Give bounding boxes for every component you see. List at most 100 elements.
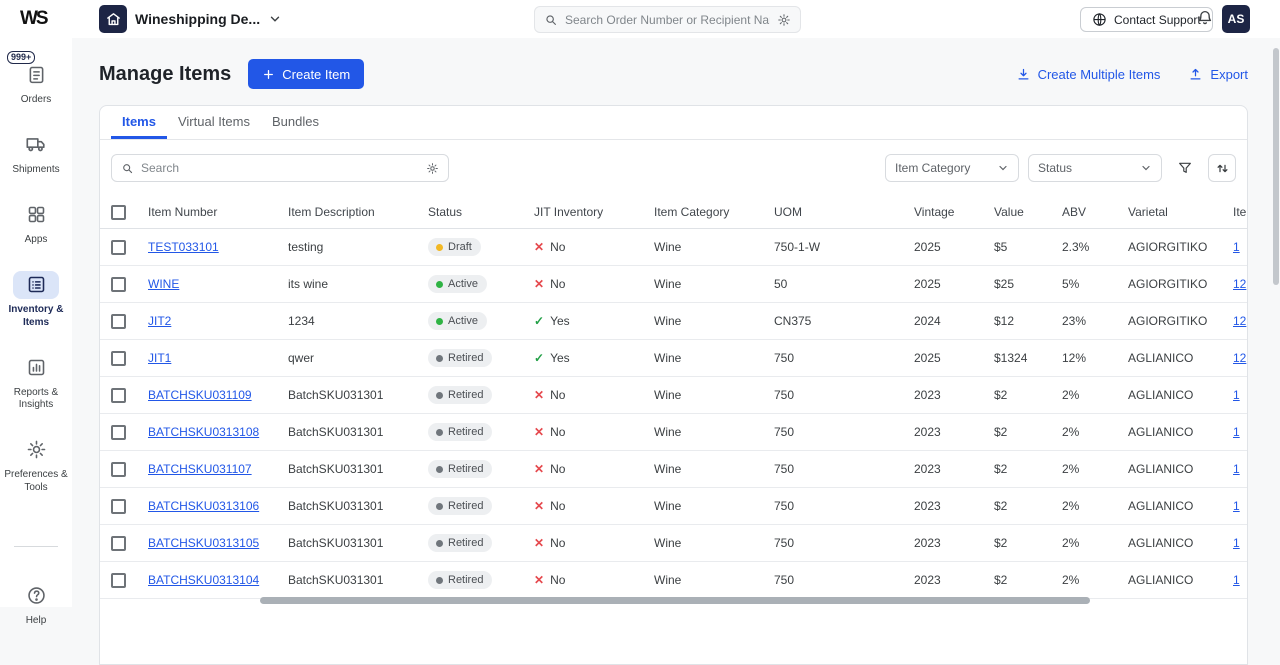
- item-number-link[interactable]: BATCHSKU0313106: [148, 499, 259, 513]
- item-count-link[interactable]: 1: [1233, 462, 1240, 476]
- sidebar-item-shipments[interactable]: Shipments: [0, 124, 72, 185]
- export-link[interactable]: Export: [1188, 67, 1248, 82]
- item-number-link[interactable]: BATCHSKU0313108: [148, 425, 259, 439]
- item-count-link[interactable]: 12: [1233, 277, 1246, 291]
- item-description-cell: testing: [277, 229, 417, 266]
- varietal-cell: AGLIANICO: [1117, 377, 1222, 414]
- item-count-link[interactable]: 12: [1233, 351, 1246, 365]
- select-all-checkbox[interactable]: [111, 205, 126, 220]
- vintage-cell: 2023: [903, 488, 983, 525]
- storefront-icon: [99, 5, 127, 33]
- status-badge: Retired: [428, 571, 492, 589]
- create-multiple-items-link[interactable]: Create Multiple Items: [1016, 67, 1161, 82]
- filter-button[interactable]: [1171, 154, 1199, 182]
- table-search: [111, 154, 449, 182]
- item-count-link[interactable]: 1: [1233, 240, 1240, 254]
- col-vintage: Vintage: [903, 196, 983, 229]
- uom-cell: CN375: [763, 303, 903, 340]
- item-count-link[interactable]: 1: [1233, 499, 1240, 513]
- table-header-row: Item Number Item Description Status JIT …: [100, 196, 1247, 229]
- item-count-link[interactable]: 12: [1233, 314, 1246, 328]
- vintage-cell: 2023: [903, 414, 983, 451]
- item-category-select[interactable]: Item Category: [885, 154, 1019, 182]
- table-row: BATCHSKU031107 BatchSKU031301 Retired ✕N…: [100, 451, 1247, 488]
- vertical-scrollbar[interactable]: [1273, 48, 1279, 285]
- truck-icon: [13, 130, 59, 158]
- item-number-link[interactable]: BATCHSKU031107: [148, 462, 252, 476]
- notifications-bell-icon[interactable]: [1196, 9, 1214, 27]
- account-switcher[interactable]: Wineshipping De...: [99, 5, 282, 33]
- contact-support-button[interactable]: Contact Support: [1080, 7, 1213, 32]
- sidebar-item-orders[interactable]: 999+ Orders: [0, 54, 72, 114]
- status-badge: Retired: [428, 423, 492, 441]
- value-cell: $2: [983, 525, 1051, 562]
- table-search-input[interactable]: [141, 161, 419, 175]
- status-select[interactable]: Status: [1028, 154, 1162, 182]
- items-card: Items Virtual Items Bundles Item Categor…: [99, 105, 1248, 665]
- search-settings-icon[interactable]: [426, 162, 439, 175]
- row-checkbox[interactable]: [111, 388, 126, 403]
- search-settings-icon[interactable]: [777, 13, 791, 27]
- status-badge: Active: [428, 275, 487, 293]
- row-checkbox[interactable]: [111, 573, 126, 588]
- status-badge: Active: [428, 312, 487, 330]
- item-count-link[interactable]: 1: [1233, 425, 1240, 439]
- row-checkbox[interactable]: [111, 536, 126, 551]
- row-checkbox[interactable]: [111, 277, 126, 292]
- topbar: WS Wineshipping De... Contact Support AS: [0, 0, 1280, 38]
- row-checkbox[interactable]: [111, 499, 126, 514]
- uom-cell: 750: [763, 525, 903, 562]
- tab-virtual-items[interactable]: Virtual Items: [167, 106, 261, 139]
- page-title: Manage Items: [99, 63, 231, 86]
- row-checkbox[interactable]: [111, 462, 126, 477]
- filter-icon: [1177, 160, 1193, 176]
- status-badge: Draft: [428, 238, 481, 256]
- jit-cell: ✓Yes: [523, 303, 643, 340]
- sidebar-item-reports-insights[interactable]: Reports & Insights: [0, 347, 72, 420]
- sidebar-item-preferences-tools[interactable]: Preferences & Tools: [0, 430, 72, 503]
- table-row: JIT2 1234 Active ✓Yes Wine CN375 2024 $1…: [100, 303, 1247, 340]
- jit-cell: ✕No: [523, 229, 643, 266]
- jit-icon: ✕: [534, 425, 544, 439]
- table-row: BATCHSKU0313106 BatchSKU031301 Retired ✕…: [100, 488, 1247, 525]
- jit-icon: ✕: [534, 573, 544, 587]
- item-number-link[interactable]: BATCHSKU0313104: [148, 573, 259, 587]
- value-cell: $2: [983, 451, 1051, 488]
- horizontal-scrollbar[interactable]: [260, 597, 1090, 604]
- item-count-link[interactable]: 1: [1233, 388, 1240, 402]
- row-checkbox[interactable]: [111, 314, 126, 329]
- jit-cell: ✕No: [523, 488, 643, 525]
- item-number-link[interactable]: JIT2: [148, 314, 171, 328]
- tab-bundles[interactable]: Bundles: [261, 106, 330, 139]
- col-varietal: Varietal: [1117, 196, 1222, 229]
- row-checkbox[interactable]: [111, 425, 126, 440]
- sidebar-item-apps[interactable]: Apps: [0, 195, 72, 255]
- sort-button[interactable]: [1208, 154, 1236, 182]
- item-count-link[interactable]: 1: [1233, 536, 1240, 550]
- global-search-input[interactable]: [565, 13, 770, 27]
- create-item-button[interactable]: Create Item: [248, 59, 364, 89]
- item-number-link[interactable]: JIT1: [148, 351, 171, 365]
- abv-cell: 5%: [1051, 266, 1117, 303]
- item-number-link[interactable]: TEST033101: [148, 240, 219, 254]
- jit-cell: ✕No: [523, 562, 643, 599]
- row-checkbox[interactable]: [111, 351, 126, 366]
- orders-count-badge: 999+: [7, 51, 35, 64]
- inventory-icon: [13, 271, 59, 299]
- items-table: Item Number Item Description Status JIT …: [100, 196, 1247, 599]
- item-category-cell: Wine: [643, 340, 763, 377]
- vintage-cell: 2025: [903, 340, 983, 377]
- tab-items[interactable]: Items: [111, 106, 167, 139]
- user-avatar[interactable]: AS: [1222, 5, 1250, 33]
- item-category-cell: Wine: [643, 451, 763, 488]
- sidebar-item-label: Shipments: [0, 164, 72, 177]
- value-cell: $25: [983, 266, 1051, 303]
- varietal-cell: AGIORGITIKO: [1117, 266, 1222, 303]
- item-count-link[interactable]: 1: [1233, 573, 1240, 587]
- item-number-link[interactable]: WINE: [148, 277, 179, 291]
- sidebar-item-inventory-items[interactable]: Inventory & Items: [0, 265, 72, 338]
- item-number-link[interactable]: BATCHSKU0313105: [148, 536, 259, 550]
- item-number-link[interactable]: BATCHSKU031109: [148, 388, 252, 402]
- col-jit-inventory: JIT Inventory: [523, 196, 643, 229]
- row-checkbox[interactable]: [111, 240, 126, 255]
